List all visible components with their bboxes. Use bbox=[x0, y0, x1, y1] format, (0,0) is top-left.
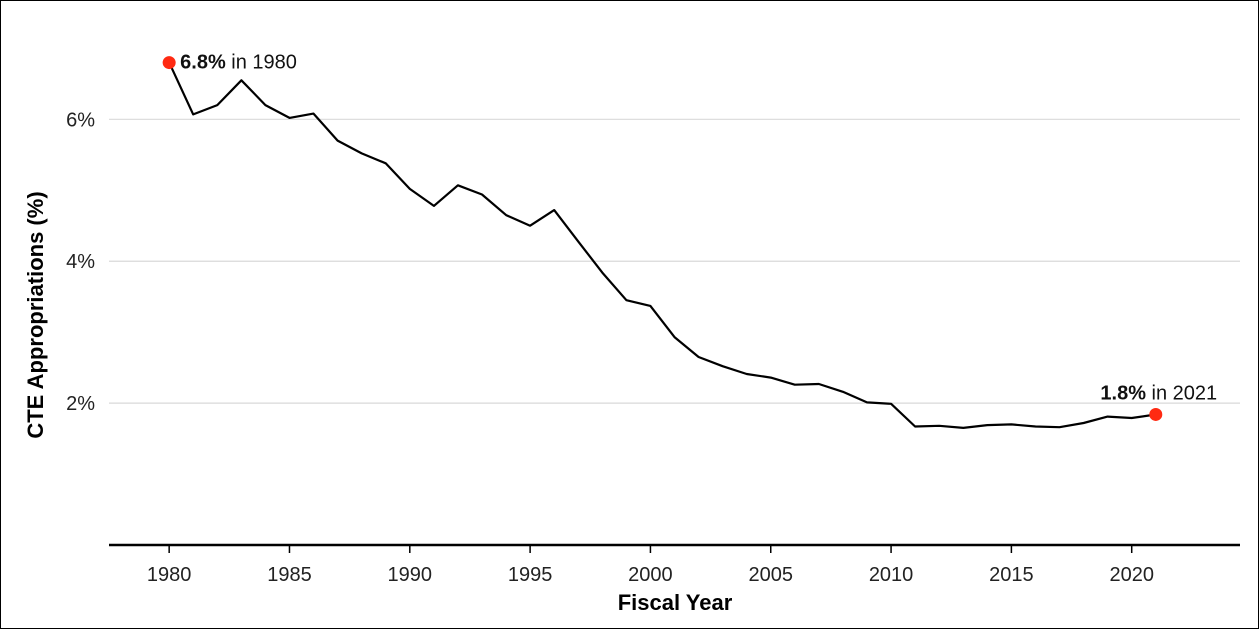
highlight-point bbox=[162, 56, 176, 70]
x-tick-label: 1980 bbox=[147, 564, 192, 586]
gridlines bbox=[109, 118, 1240, 404]
y-tick-label: 4% bbox=[66, 251, 95, 273]
x-tick-label: 1995 bbox=[508, 564, 553, 586]
y-tick-label: 6% bbox=[66, 109, 95, 131]
x-axis-ticks: 1980 1985 1990 1995 2000 2005 2010 2015 2020 bbox=[147, 545, 1154, 586]
series-line bbox=[168, 62, 1156, 429]
y-axis-ticks: 2% 4% 6% bbox=[66, 109, 95, 415]
y-axis-title: CTE Appropriations (%) bbox=[23, 191, 48, 438]
x-tick-label: 2000 bbox=[628, 564, 673, 586]
x-tick-label: 2010 bbox=[869, 564, 914, 586]
annotations: 6.8% in 1980 1.8% in 2021 bbox=[162, 52, 1217, 421]
highlight-point bbox=[1149, 407, 1163, 421]
x-tick-label: 2020 bbox=[1109, 564, 1154, 586]
annotation-label: 6.8% in 1980 bbox=[180, 52, 297, 74]
x-tick-label: 2015 bbox=[989, 564, 1034, 586]
x-tick-label: 1990 bbox=[388, 564, 433, 586]
y-tick-label: 2% bbox=[66, 393, 95, 415]
x-tick-label: 1985 bbox=[267, 564, 312, 586]
x-axis-title: Fiscal Year bbox=[618, 590, 733, 615]
annotation-label: 1.8% in 2021 bbox=[1100, 382, 1217, 404]
x-tick-label: 2005 bbox=[749, 564, 794, 586]
